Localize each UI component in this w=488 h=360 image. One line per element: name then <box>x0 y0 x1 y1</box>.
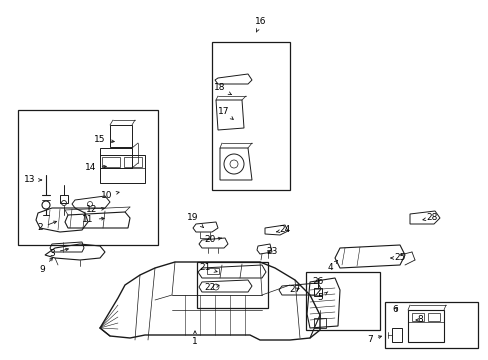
Bar <box>206 268 219 274</box>
Text: 14: 14 <box>85 163 106 172</box>
Text: 28: 28 <box>422 213 437 222</box>
Text: 4: 4 <box>326 260 337 273</box>
Text: 22: 22 <box>204 284 219 292</box>
Bar <box>313 318 325 328</box>
Bar <box>197 262 267 308</box>
Text: 9: 9 <box>39 258 53 274</box>
Text: 27: 27 <box>289 285 300 294</box>
Text: 1: 1 <box>192 331 198 346</box>
Bar <box>427 313 439 321</box>
Bar <box>124 157 142 167</box>
Text: 26: 26 <box>312 278 323 287</box>
Text: 5: 5 <box>317 292 327 302</box>
Text: 18: 18 <box>214 84 231 95</box>
Bar <box>110 125 132 147</box>
Text: 7: 7 <box>366 336 381 345</box>
Bar <box>305 272 379 330</box>
Bar <box>313 288 321 296</box>
Bar <box>407 310 443 342</box>
Text: 15: 15 <box>94 135 114 144</box>
Bar <box>384 302 477 348</box>
Text: 11: 11 <box>82 216 104 225</box>
Text: 16: 16 <box>255 18 266 32</box>
Bar <box>18 110 158 245</box>
Text: 13: 13 <box>24 175 41 184</box>
Text: 6: 6 <box>391 306 397 315</box>
Text: 24: 24 <box>276 225 290 234</box>
Text: 12: 12 <box>86 206 104 215</box>
Text: 8: 8 <box>415 315 422 324</box>
Text: 2: 2 <box>37 221 57 233</box>
Bar <box>100 155 145 183</box>
Text: 3: 3 <box>49 248 68 257</box>
Text: 20: 20 <box>204 235 221 244</box>
Bar <box>102 157 120 167</box>
Bar <box>100 148 132 168</box>
Bar <box>391 328 401 342</box>
Bar <box>60 195 68 203</box>
Text: 25: 25 <box>390 253 405 262</box>
Text: 10: 10 <box>101 190 119 199</box>
Text: 23: 23 <box>266 248 277 256</box>
Text: 17: 17 <box>218 108 233 120</box>
Bar <box>212 42 289 190</box>
Text: 21: 21 <box>199 264 217 273</box>
Bar <box>411 313 423 321</box>
Text: 19: 19 <box>187 213 203 228</box>
